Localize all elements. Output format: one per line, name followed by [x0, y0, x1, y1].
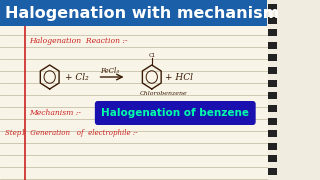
Bar [268, 29, 277, 36]
Text: Chlorobenzene: Chlorobenzene [140, 91, 188, 96]
Bar [268, 42, 277, 49]
Text: Step1  Generation   of  electrophile :-: Step1 Generation of electrophile :- [4, 129, 137, 137]
Bar [0, 0, 267, 26]
Bar [268, 118, 277, 125]
Bar [268, 92, 277, 99]
Bar [268, 143, 277, 150]
Bar [268, 4, 277, 11]
Bar [268, 80, 277, 87]
Text: Halogenation with mechanism: Halogenation with mechanism [5, 6, 280, 21]
FancyBboxPatch shape [95, 101, 256, 125]
Bar [268, 130, 277, 137]
Bar [0, 26, 268, 180]
Bar [268, 17, 277, 24]
Bar [268, 55, 277, 61]
Bar [268, 155, 277, 162]
Text: FeCl₃: FeCl₃ [100, 67, 119, 75]
Bar [268, 168, 277, 175]
Text: Mechanism :-: Mechanism :- [29, 109, 81, 117]
Bar [268, 105, 277, 112]
Text: Halogenation of benzene: Halogenation of benzene [101, 108, 249, 118]
Text: + HCl: + HCl [165, 73, 193, 82]
Bar [268, 67, 277, 74]
Text: + Cl₂: + Cl₂ [65, 73, 89, 82]
Text: Halogenation  Reaction :-: Halogenation Reaction :- [29, 37, 128, 45]
Text: Cl: Cl [149, 53, 156, 57]
